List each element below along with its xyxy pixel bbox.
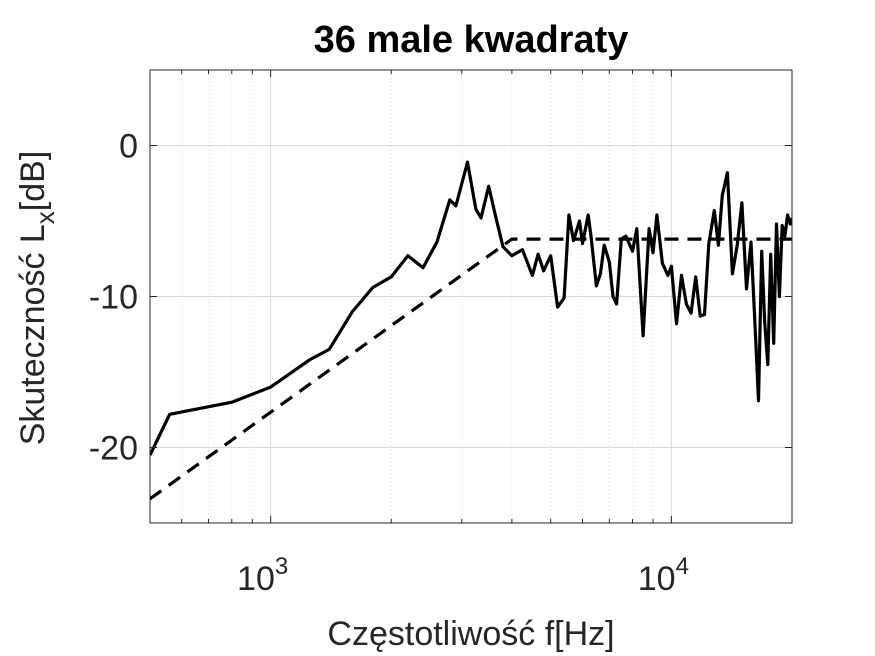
x-tick-label: 104 (638, 553, 689, 598)
x-tick-label-base: 10 (237, 560, 275, 598)
y-tick-label: -20 (89, 430, 138, 468)
chart-title: 36 male kwadraty (314, 19, 629, 61)
x-axis-label: Częstotliwość f[Hz] (327, 615, 614, 653)
y-axis-label-unit: [dB] (14, 151, 52, 211)
x-tick-label-exponent: 4 (676, 553, 689, 580)
y-tick-label: -10 (89, 279, 138, 317)
plot-series (150, 160, 792, 501)
y-axis-label-main: Skuteczność L (14, 224, 52, 445)
x-tick-label-exponent: 3 (275, 553, 288, 580)
x-tick-label-base: 10 (638, 560, 676, 598)
y-tick-label: 0 (119, 128, 138, 166)
x-tick-label: 103 (237, 553, 288, 598)
y-axis-label: Skuteczność Lx[dB] (14, 151, 60, 446)
y-axis-label-subscript: x (30, 211, 60, 224)
dashed-reference-line (150, 237, 792, 501)
